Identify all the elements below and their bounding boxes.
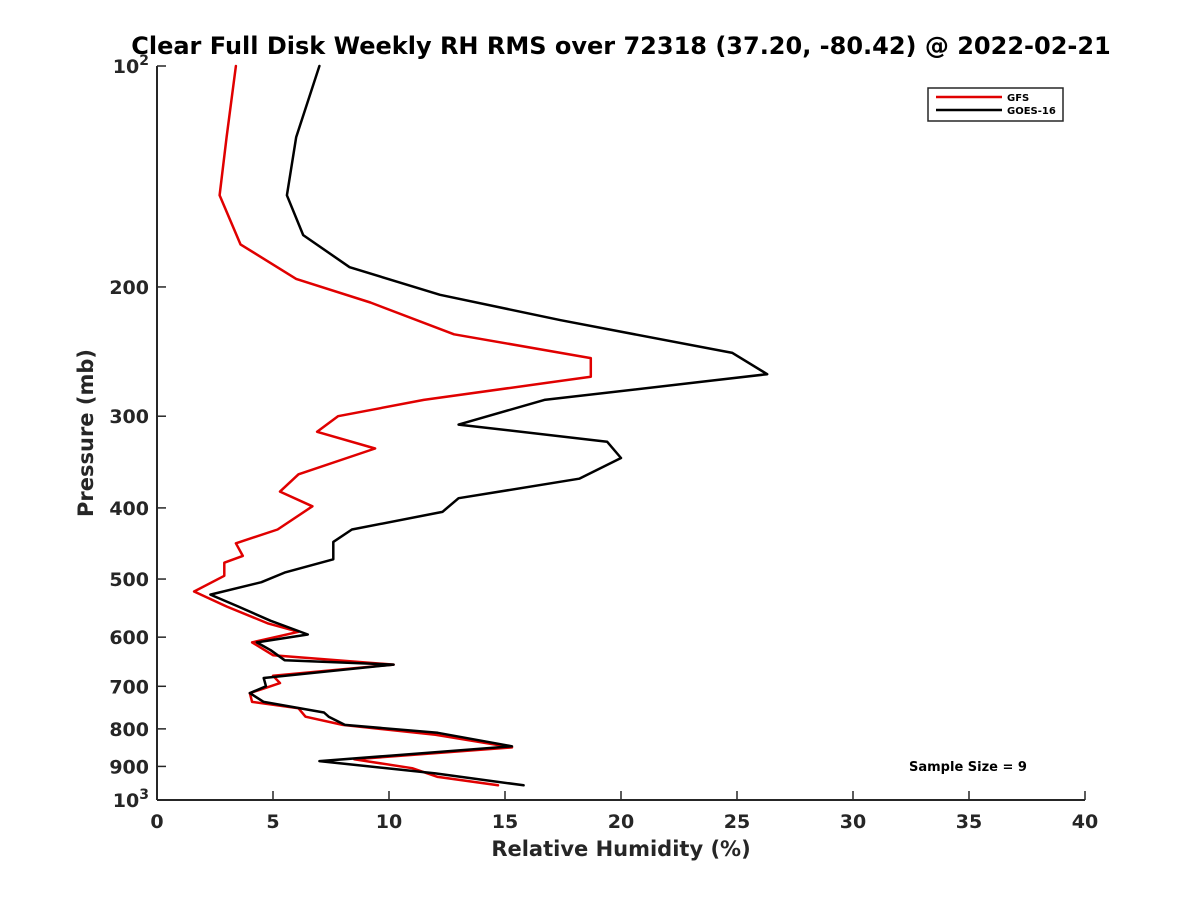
y-tick-label: 700 <box>109 676 149 698</box>
x-tick-label: 10 <box>376 811 402 833</box>
legend-label-goes-16: GOES-16 <box>1007 106 1056 117</box>
legend-label-gfs: GFS <box>1007 93 1029 104</box>
x-tick-label: 40 <box>1072 811 1098 833</box>
x-tick-label: 20 <box>608 811 634 833</box>
y-tick-label: 102 <box>113 53 149 78</box>
y-tick-label: 900 <box>109 756 149 778</box>
x-axis-label: Relative Humidity (%) <box>491 837 750 861</box>
chart-title: Clear Full Disk Weekly RH RMS over 72318… <box>131 32 1111 60</box>
x-tick-label: 30 <box>840 811 866 833</box>
x-tick-label: 5 <box>266 811 279 833</box>
x-ticks: 0 5 10 15 20 25 30 35 40 <box>150 791 1098 833</box>
x-tick-label: 35 <box>956 811 982 833</box>
x-tick-label: 15 <box>492 811 518 833</box>
y-tick-label: 600 <box>109 627 149 649</box>
legend-box <box>927 87 1064 122</box>
y-tick-label: 800 <box>109 719 149 741</box>
y-tick-label: 500 <box>109 569 149 591</box>
sample-size-annotation: Sample Size = 9 <box>909 760 1027 775</box>
legend: GFS GOES-16 <box>927 87 1064 122</box>
series-group <box>192 64 769 787</box>
y-tick-label: 103 <box>113 787 149 812</box>
x-tick-label: 0 <box>150 811 163 833</box>
series-line-goes-16 <box>209 64 769 787</box>
y-axis-label: Pressure (mb) <box>74 349 98 517</box>
y-tick-label: 400 <box>109 498 149 520</box>
y-tick-label: 300 <box>109 406 149 428</box>
series-line-gfs <box>192 64 593 787</box>
y-tick-label: 200 <box>109 277 149 299</box>
x-tick-label: 25 <box>724 811 750 833</box>
y-ticks: 102 200 300 400 500 600 700 800 900 103 <box>109 53 166 812</box>
